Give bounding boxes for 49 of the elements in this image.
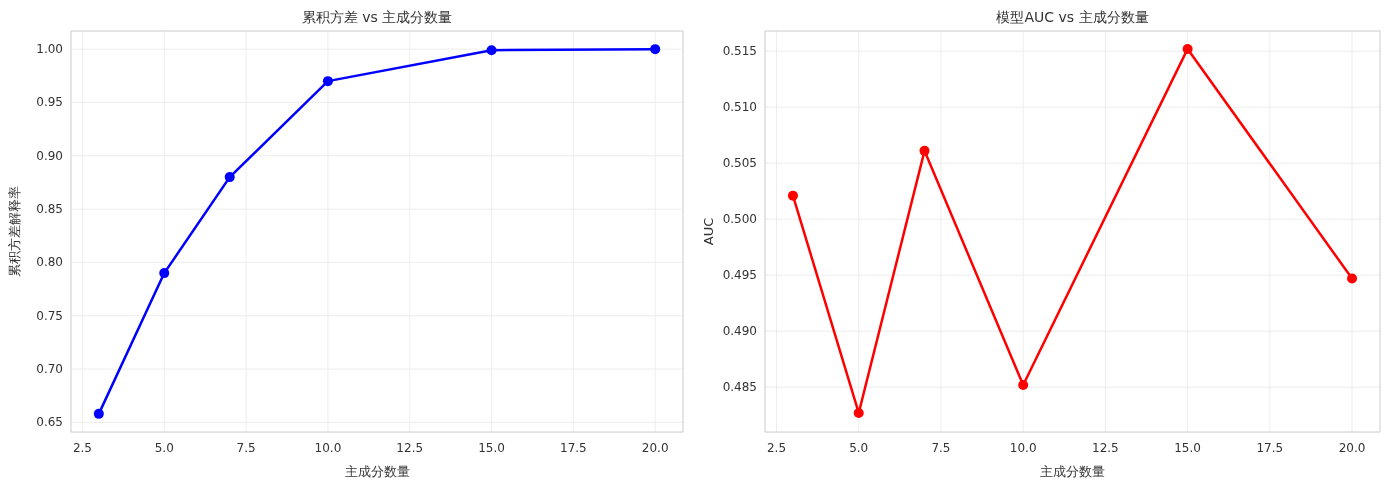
x-tick-label: 12.5 [1092,441,1119,455]
y-axis-title: AUC [701,217,716,246]
y-tick-label: 0.70 [36,362,63,377]
x-tick-label: 7.5 [236,441,256,455]
point [919,145,930,156]
y-tick-label: 0.495 [722,268,757,283]
point [1182,43,1193,54]
point [93,408,104,419]
y-tick-label: 0.85 [36,202,63,217]
x-axis-title: 主成分数量 [1040,464,1105,479]
x-tick-label: 10.0 [314,441,342,455]
point [650,44,661,55]
x-tick-label: 12.5 [396,441,424,455]
point [159,268,170,279]
y-tick-label: 0.490 [722,324,757,339]
x-tick-label: 15.0 [1174,441,1201,455]
point [787,190,798,201]
x-tick-label: 10.0 [1009,441,1037,455]
x-tick-label: 5.0 [154,441,174,455]
x-axis-title: 主成分数量 [344,464,410,479]
x-tick-label: 17.5 [560,441,587,455]
y-axis-title: 累积方差解释率 [7,186,22,277]
y-tick-label: 1.00 [36,42,63,57]
point [224,172,235,183]
y-tick-label: 0.505 [722,156,757,171]
x-tick-label: 5.0 [849,441,869,455]
y-tick-label: 0.510 [722,100,757,115]
y-tick-label: 0.485 [722,380,757,395]
point [1347,273,1358,284]
y-tick-label: 0.95 [36,95,63,110]
x-tick-label: 2.5 [766,441,787,455]
x-tick-label: 17.5 [1256,441,1284,455]
y-tick-label: 0.65 [36,415,63,430]
point [486,45,497,56]
y-tick-label: 0.75 [36,308,63,323]
point [1018,379,1029,390]
y-tick-label: 0.80 [36,255,63,270]
y-tick-label: 0.515 [722,44,757,59]
chart-title: 模型AUC vs 主成分数量 [996,9,1149,25]
y-tick-label: 0.500 [722,212,757,227]
point [322,76,333,87]
x-tick-label: 2.5 [72,441,92,455]
y-tick-label: 0.90 [36,148,63,163]
x-tick-label: 15.0 [478,441,505,455]
x-tick-label: 20.0 [641,441,669,455]
x-tick-label: 7.5 [931,441,951,455]
x-tick-label: 20.0 [1338,441,1366,455]
point [853,407,864,418]
chart-title: 累积方差 vs 主成分数量 [301,9,453,25]
